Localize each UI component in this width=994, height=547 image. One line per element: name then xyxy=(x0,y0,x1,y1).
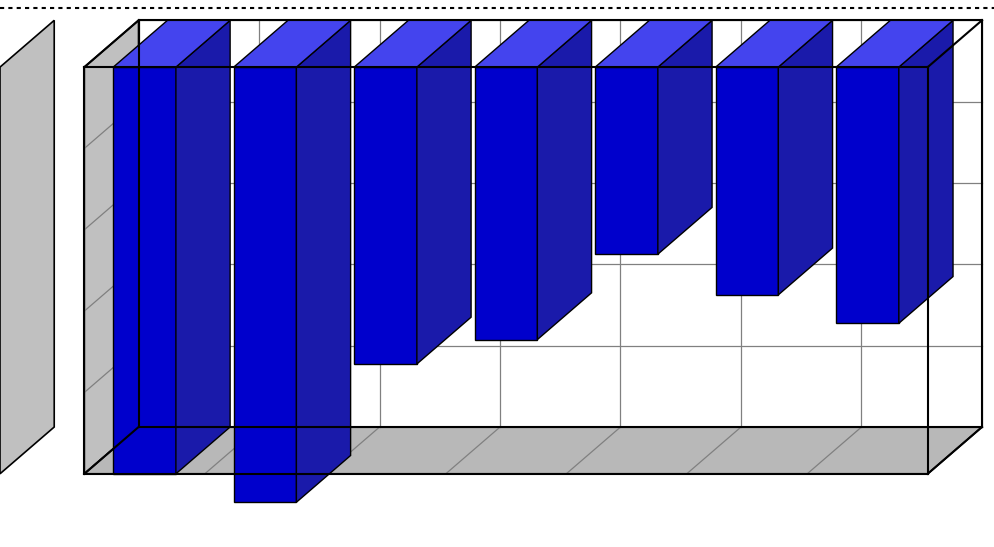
Polygon shape xyxy=(0,20,55,474)
Polygon shape xyxy=(595,67,658,254)
Polygon shape xyxy=(84,20,138,474)
Polygon shape xyxy=(475,20,591,67)
Polygon shape xyxy=(113,67,176,474)
Polygon shape xyxy=(716,20,833,67)
Polygon shape xyxy=(836,20,953,67)
Polygon shape xyxy=(234,67,296,502)
Polygon shape xyxy=(354,20,471,67)
Polygon shape xyxy=(595,20,712,67)
Polygon shape xyxy=(658,20,712,254)
Polygon shape xyxy=(836,67,899,323)
Polygon shape xyxy=(899,20,953,323)
Polygon shape xyxy=(716,67,778,295)
Polygon shape xyxy=(538,20,591,340)
Polygon shape xyxy=(296,20,351,502)
Polygon shape xyxy=(416,20,471,364)
Polygon shape xyxy=(354,67,416,364)
Polygon shape xyxy=(176,20,231,474)
Polygon shape xyxy=(234,20,351,67)
Polygon shape xyxy=(113,20,231,67)
Polygon shape xyxy=(778,20,833,295)
Polygon shape xyxy=(138,20,982,427)
Polygon shape xyxy=(84,427,982,474)
Polygon shape xyxy=(475,67,538,340)
